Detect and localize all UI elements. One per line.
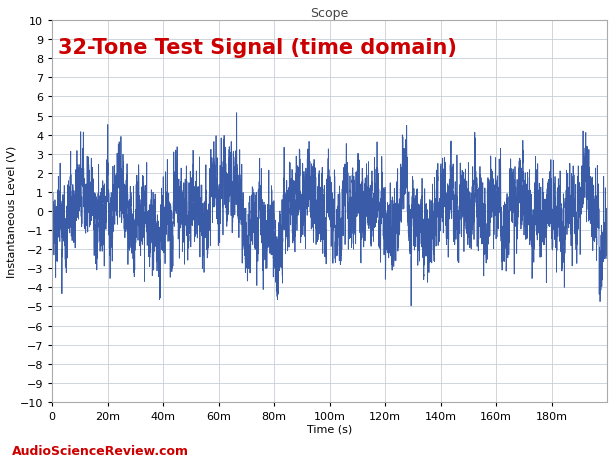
Text: 32-Tone Test Signal (time domain): 32-Tone Test Signal (time domain) (58, 38, 457, 58)
Text: AudioScienceReview.com: AudioScienceReview.com (12, 444, 189, 457)
Y-axis label: Instantaneous Level (V): Instantaneous Level (V) (7, 146, 17, 278)
X-axis label: Time (s): Time (s) (307, 424, 352, 434)
Title: Scope: Scope (311, 7, 349, 20)
